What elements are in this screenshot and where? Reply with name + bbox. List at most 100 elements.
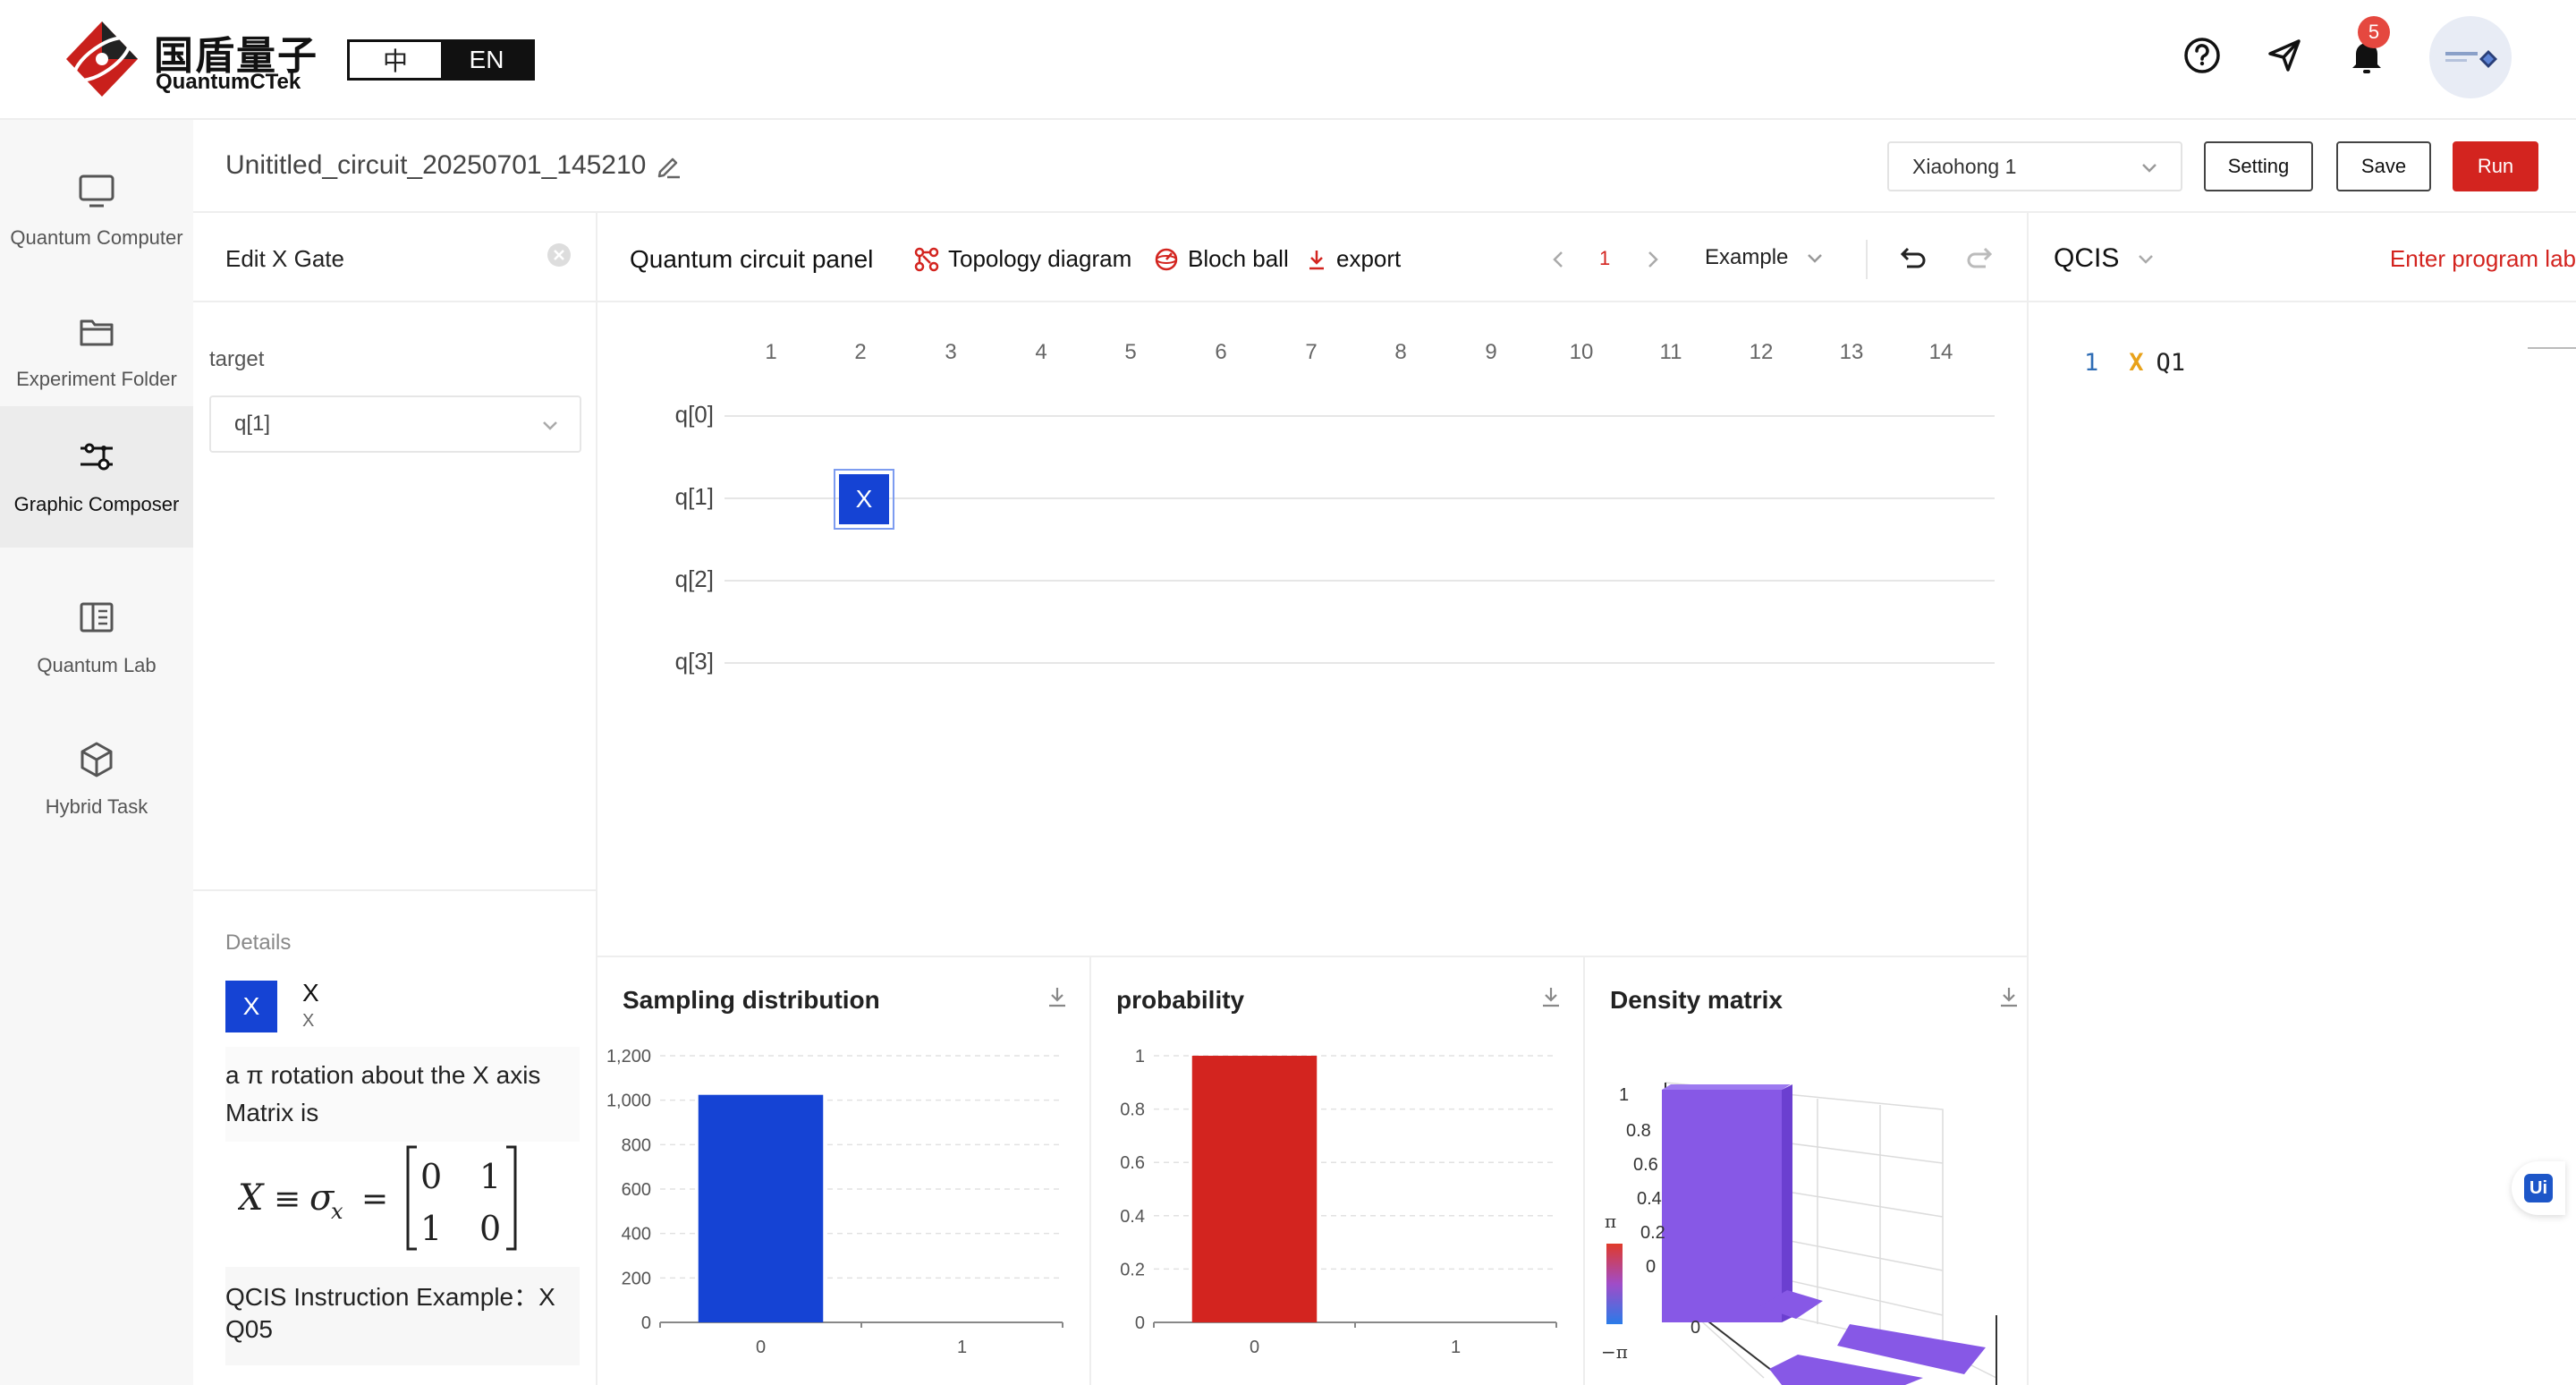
qcis-code-line[interactable]: 1 X Q1 <box>2084 349 2185 377</box>
nav-label: Quantum Lab <box>37 654 157 676</box>
circuit-panel-header: Quantum circuit panel Topology diagram B… <box>597 213 2029 302</box>
qubit-wire[interactable] <box>724 580 1995 582</box>
density-axis-label: 0 <box>1690 1318 1700 1338</box>
qubit-wire[interactable] <box>724 662 1995 664</box>
qubit-label: q[2] <box>674 565 714 592</box>
redo-icon[interactable] <box>1966 243 1996 274</box>
send-icon[interactable] <box>2263 34 2306 77</box>
language-switch: 中 EN <box>347 39 535 81</box>
x-tick-label: 1 <box>1451 1338 1461 1357</box>
edit-gate-title: Edit X Gate <box>225 245 344 272</box>
floating-assistant-button[interactable]: Ui <box>2512 1161 2565 1215</box>
topology-icon <box>914 247 939 271</box>
nav-item-experiment-folder[interactable]: Experiment Folder <box>0 281 193 422</box>
avatar-image-icon <box>2445 50 2497 68</box>
y-tick-label: 0 <box>1135 1313 1145 1333</box>
density-bar <box>1662 1090 1782 1322</box>
svg-text:1: 1 <box>420 1209 442 1248</box>
nav-item-quantum-computer[interactable]: Quantum Computer <box>0 140 193 281</box>
column-number: 10 <box>1569 340 1594 364</box>
qubit-wire[interactable] <box>724 497 1995 499</box>
download-icon[interactable] <box>1538 984 1563 1009</box>
probability-title: probability <box>1116 986 1245 1014</box>
chevron-left-icon[interactable] <box>1549 247 1567 272</box>
density-matrix-panel: Density matrix <box>1585 957 2029 1385</box>
close-circle-icon[interactable] <box>546 242 572 268</box>
circuit-gate-x[interactable]: X <box>834 469 894 530</box>
qcis-panel: QCIS Enter program lab 1 X Q1 <box>2029 213 2576 1385</box>
save-button[interactable]: Save <box>2336 141 2431 191</box>
target-select-value: q[1] <box>234 412 271 436</box>
x-tick-label: 0 <box>756 1338 766 1357</box>
y-tick-label: 0.6 <box>1120 1153 1145 1173</box>
qcis-example-line: Q05 <box>225 1315 273 1343</box>
sampling-distribution-panel: Sampling distribution 0 200 400 600 800 1,000… <box>597 957 1091 1385</box>
probability-panel: probability 0 0.2 0.4 0.6 0.8 1 0 1 <box>1091 957 1585 1385</box>
nav-item-hybrid-task[interactable]: Hybrid Task <box>0 709 193 850</box>
chevron-down-icon <box>2142 164 2157 173</box>
column-number: 11 <box>1659 340 1682 364</box>
editor-scrollbar[interactable] <box>2528 347 2576 349</box>
left-navigation: Quantum Computer Experiment Folder Graph… <box>0 120 193 1385</box>
details-label: Details <box>225 930 292 955</box>
brand-name-cn: 国盾量子 <box>154 34 318 78</box>
density-tick-label: 1 <box>1619 1085 1629 1105</box>
bloch-ball-button[interactable]: Bloch ball <box>1154 245 1289 273</box>
qubit-wire[interactable] <box>724 415 1995 417</box>
density-matrix-3d-chart: 1 0.8 0.6 0.4 0.2 0 0 π −π <box>1601 1082 1997 1385</box>
lang-option-cn[interactable]: 中 <box>382 47 408 75</box>
device-select[interactable]: Xiaohong 1 <box>1887 141 2182 191</box>
gate-description-box <box>225 1047 580 1142</box>
notification-badge: 5 <box>2358 16 2390 48</box>
nav-label: Experiment Folder <box>16 368 177 390</box>
code-line-number: 1 <box>2084 349 2099 377</box>
edit-gate-header: Edit X Gate <box>193 213 597 302</box>
download-icon <box>1309 250 1324 269</box>
svg-text:σ: σ <box>309 1177 335 1219</box>
quantumctek-logo-icon <box>66 21 138 97</box>
download-icon[interactable] <box>1045 984 1070 1009</box>
download-icon[interactable] <box>1996 984 2021 1009</box>
bell-icon[interactable] <box>2345 34 2388 77</box>
chevron-down-icon <box>543 421 557 430</box>
monitor-icon <box>79 174 114 208</box>
avatar[interactable] <box>2429 16 2512 98</box>
gate-description-line: Matrix is <box>225 1099 319 1126</box>
density-bar-top <box>1662 1084 1791 1090</box>
edit-pencil-icon[interactable] <box>655 152 683 181</box>
chevron-right-icon[interactable] <box>1644 247 1662 272</box>
nav-item-quantum-lab[interactable]: Quantum Lab <box>0 567 193 709</box>
setting-button[interactable]: Setting <box>2204 141 2313 191</box>
svg-text:x: x <box>331 1199 343 1224</box>
svg-text:≡: ≡ <box>274 1181 301 1218</box>
undo-icon[interactable] <box>1896 243 1927 274</box>
sampling-distribution-title: Sampling distribution <box>623 986 880 1014</box>
circuit-panel-title: Quantum circuit panel <box>630 245 874 273</box>
run-button[interactable]: Run <box>2453 141 2538 191</box>
column-number: 7 <box>1305 340 1318 364</box>
target-select[interactable]: q[1] <box>209 395 581 453</box>
y-tick-label: 0 <box>641 1313 651 1333</box>
chevron-down-icon <box>2138 255 2153 264</box>
svg-text:0: 0 <box>479 1209 501 1248</box>
topology-diagram-label: Topology diagram <box>948 245 1132 272</box>
help-icon[interactable] <box>2181 34 2224 77</box>
qcis-language-select[interactable]: QCIS <box>2054 243 2156 274</box>
density-tick-label: 0.4 <box>1637 1189 1662 1209</box>
svg-text:1: 1 <box>479 1157 501 1196</box>
enter-program-lab-link[interactable]: Enter program lab <box>2389 245 2576 272</box>
density-matrix-title: Density matrix <box>1610 986 1783 1014</box>
topology-diagram-button[interactable]: Topology diagram <box>914 245 1131 273</box>
cube-icon <box>80 742 113 777</box>
qubit-label: q[0] <box>674 401 714 428</box>
example-dropdown[interactable]: Example <box>1705 245 1825 270</box>
phase-scale-bottom-label: −π <box>1601 1341 1628 1363</box>
export-button[interactable]: export <box>1306 245 1401 273</box>
lang-option-en[interactable]: EN <box>441 42 532 78</box>
pauli-x-matrix-formula: X ≡ σ x = 0 1 1 0 <box>238 1145 517 1251</box>
page-number[interactable]: 1 <box>1599 247 1611 269</box>
target-label: target <box>209 347 265 371</box>
qcis-example-box <box>225 1267 580 1365</box>
nav-item-graphic-composer[interactable]: Graphic Composer <box>0 406 193 548</box>
composer-icon <box>80 443 113 471</box>
